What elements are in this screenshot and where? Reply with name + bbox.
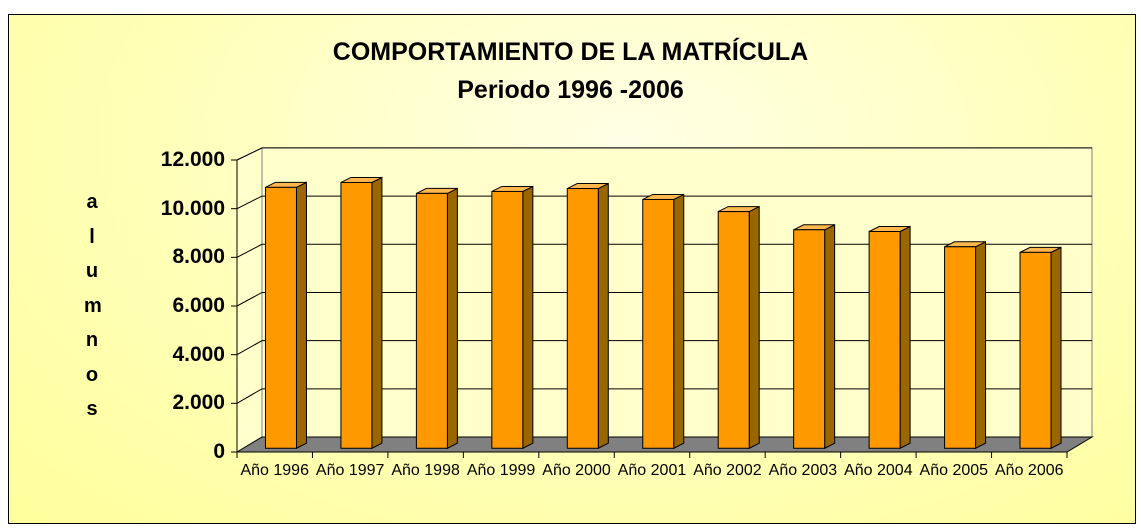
x-tick-label: Año 1998 <box>391 462 460 479</box>
x-tick-label: Año 2005 <box>919 462 989 479</box>
y-tick-label: 10.000 <box>160 196 225 220</box>
x-tick-label: Año 2006 <box>995 462 1064 479</box>
x-tick-label: Año 1997 <box>315 462 385 479</box>
bar <box>340 181 373 449</box>
y-axis-label: alumnos <box>84 191 102 420</box>
bar-side <box>1050 246 1062 450</box>
bar <box>868 230 901 449</box>
bar <box>566 188 599 449</box>
bar <box>491 190 524 449</box>
bar <box>793 229 826 449</box>
bar-side <box>597 182 609 450</box>
bar-side <box>975 240 987 450</box>
bar-side <box>673 193 685 450</box>
bar <box>264 186 297 449</box>
bar <box>944 246 977 449</box>
chart-title: COMPORTAMIENTO DE LA MATRÍCULA <box>332 38 809 66</box>
y-tick-label: 12.000 <box>160 148 225 171</box>
bar <box>717 211 750 449</box>
x-tick-label: Año 1996 <box>240 462 309 479</box>
x-tick-label: Año 2000 <box>542 462 611 479</box>
x-tick-label: Año 1999 <box>466 462 536 479</box>
grid-line <box>236 147 1092 161</box>
x-tick-label: Año 2002 <box>693 462 762 479</box>
y-tick-label: 0 <box>213 440 225 463</box>
y-tick-label: 8.000 <box>172 245 225 269</box>
bar <box>415 192 448 449</box>
bar <box>642 198 675 449</box>
left-wall <box>236 147 263 453</box>
bar-side <box>824 223 836 450</box>
bar-side <box>899 225 911 450</box>
y-tick-label: 4.000 <box>172 342 225 366</box>
bar-side <box>522 185 534 450</box>
y-tick-label: 6.000 <box>172 294 225 317</box>
bar <box>1019 251 1052 449</box>
x-tick-label: Año 2001 <box>617 462 687 479</box>
grid-line <box>236 195 1092 210</box>
y-tick-label: 2.000 <box>172 391 225 415</box>
x-tick-label: Año 2004 <box>844 462 913 479</box>
bar-side <box>446 187 458 450</box>
x-tick-label: Año 2003 <box>768 462 838 479</box>
bar-side <box>371 176 383 450</box>
bar-side <box>295 181 307 450</box>
bar-side <box>748 205 760 450</box>
chart-subtitle: Periodo 1996 -2006 <box>457 76 684 104</box>
